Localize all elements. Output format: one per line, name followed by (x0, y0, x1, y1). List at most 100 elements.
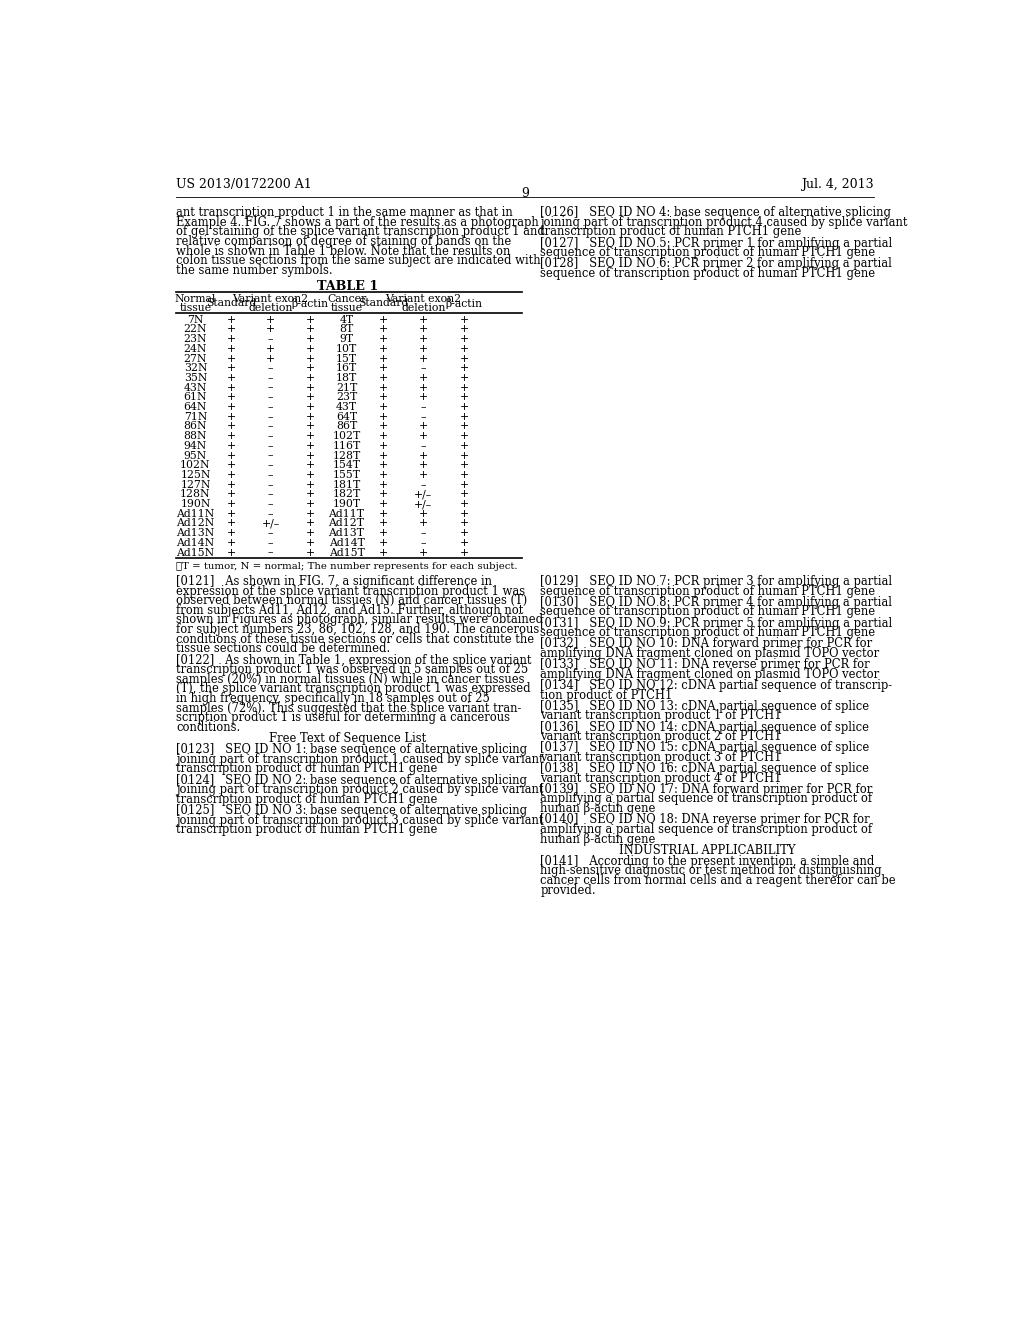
Text: whole is shown in Table 1 below. Note that the results on: whole is shown in Table 1 below. Note th… (176, 244, 510, 257)
Text: +: + (305, 412, 314, 421)
Text: +: + (379, 441, 387, 451)
Text: [0125]   SEQ ID NO 3: base sequence of alternative splicing: [0125] SEQ ID NO 3: base sequence of alt… (176, 804, 527, 817)
Text: +: + (419, 374, 428, 383)
Text: –: – (268, 383, 273, 392)
Text: from subjects Ad11, Ad12, and Ad15. Further, although not: from subjects Ad11, Ad12, and Ad15. Furt… (176, 603, 523, 616)
Text: for subject numbers 23, 86, 102, 128, and 190. The cancerous: for subject numbers 23, 86, 102, 128, an… (176, 623, 540, 636)
Text: +: + (379, 470, 387, 480)
Text: (T), the splice variant transcription product 1 was expressed: (T), the splice variant transcription pr… (176, 682, 530, 696)
Text: +: + (419, 421, 428, 432)
Text: sequence of transcription product of human PTCH1 gene: sequence of transcription product of hum… (541, 606, 876, 618)
Text: +: + (266, 343, 275, 354)
Text: INDUSTRIAL APPLICABILITY: INDUSTRIAL APPLICABILITY (618, 843, 796, 857)
Text: transcription product 1 was observed in 5 samples out of 25: transcription product 1 was observed in … (176, 663, 528, 676)
Text: Ad14N: Ad14N (176, 537, 214, 548)
Text: 155T: 155T (333, 470, 360, 480)
Text: 23N: 23N (183, 334, 207, 345)
Text: +: + (226, 325, 236, 334)
Text: +: + (379, 343, 387, 354)
Text: sequence of transcription product of human PTCH1 gene: sequence of transcription product of hum… (541, 267, 876, 280)
Text: 35N: 35N (183, 374, 207, 383)
Text: +: + (305, 432, 314, 441)
Text: +: + (379, 528, 387, 539)
Text: +: + (379, 314, 387, 325)
Text: +: + (305, 548, 314, 557)
Text: sequence of transcription product of human PTCH1 gene: sequence of transcription product of hum… (541, 585, 876, 598)
Text: +: + (379, 537, 387, 548)
Text: +: + (460, 548, 469, 557)
Text: tion product of PTCH1: tion product of PTCH1 (541, 689, 673, 701)
Text: +: + (460, 314, 469, 325)
Text: 64T: 64T (336, 412, 357, 421)
Text: 7N: 7N (187, 314, 204, 325)
Text: [0140]   SEQ ID NO 18: DNA reverse primer for PCR for: [0140] SEQ ID NO 18: DNA reverse primer … (541, 813, 870, 826)
Text: high-sensitive diagnostic or test method for distinguishing: high-sensitive diagnostic or test method… (541, 865, 882, 878)
Text: [0135]   SEQ ID NO 13: cDNA partial sequence of splice: [0135] SEQ ID NO 13: cDNA partial sequen… (541, 700, 869, 713)
Text: 16T: 16T (336, 363, 357, 374)
Text: +: + (379, 363, 387, 374)
Text: Variant exon2: Variant exon2 (385, 294, 462, 305)
Text: Variant exon2: Variant exon2 (232, 294, 308, 305)
Text: amplifying DNA fragment cloned on plasmid TOPO vector: amplifying DNA fragment cloned on plasmi… (541, 647, 880, 660)
Text: [0126]   SEQ ID NO 4: base sequence of alternative splicing: [0126] SEQ ID NO 4: base sequence of alt… (541, 206, 891, 219)
Text: 8T: 8T (339, 325, 353, 334)
Text: 190T: 190T (333, 499, 360, 510)
Text: Ad15T: Ad15T (329, 548, 365, 557)
Text: US 2013/0172200 A1: US 2013/0172200 A1 (176, 178, 311, 190)
Text: +: + (379, 403, 387, 412)
Text: +: + (460, 403, 469, 412)
Text: [0131]   SEQ ID NO 9: PCR primer 5 for amplifying a partial: [0131] SEQ ID NO 9: PCR primer 5 for amp… (541, 616, 893, 630)
Text: 190N: 190N (180, 499, 211, 510)
Text: Ad14T: Ad14T (329, 537, 365, 548)
Text: +: + (226, 392, 236, 403)
Text: +: + (226, 383, 236, 392)
Text: β-actin: β-actin (292, 298, 329, 309)
Text: +: + (460, 519, 469, 528)
Text: –: – (268, 548, 273, 557)
Text: 9T: 9T (340, 334, 353, 345)
Text: +: + (305, 383, 314, 392)
Text: +: + (379, 508, 387, 519)
Text: [0124]   SEQ ID NO 2: base sequence of alternative splicing: [0124] SEQ ID NO 2: base sequence of alt… (176, 774, 527, 787)
Text: Ad11T: Ad11T (329, 508, 365, 519)
Text: –: – (268, 334, 273, 345)
Text: +: + (305, 441, 314, 451)
Text: +: + (460, 374, 469, 383)
Text: +: + (226, 412, 236, 421)
Text: [0123]   SEQ ID NO 1: base sequence of alternative splicing: [0123] SEQ ID NO 1: base sequence of alt… (176, 743, 527, 756)
Text: transcription product of human PTCH1 gene: transcription product of human PTCH1 gen… (541, 226, 802, 239)
Text: +: + (460, 499, 469, 510)
Text: +: + (379, 374, 387, 383)
Text: [0129]   SEQ ID NO 7: PCR primer 3 for amplifying a partial: [0129] SEQ ID NO 7: PCR primer 3 for amp… (541, 576, 893, 587)
Text: +: + (226, 314, 236, 325)
Text: amplifying a partial sequence of transcription product of: amplifying a partial sequence of transcr… (541, 792, 872, 805)
Text: –: – (421, 412, 426, 421)
Text: 125N: 125N (180, 470, 211, 480)
Text: +: + (226, 461, 236, 470)
Text: amplifying DNA fragment cloned on plasmid TOPO vector: amplifying DNA fragment cloned on plasmi… (541, 668, 880, 681)
Text: +: + (305, 519, 314, 528)
Text: –: – (421, 403, 426, 412)
Text: +: + (460, 537, 469, 548)
Text: +: + (305, 461, 314, 470)
Text: +: + (379, 412, 387, 421)
Text: deletion: deletion (401, 302, 445, 313)
Text: –: – (421, 528, 426, 539)
Text: +: + (305, 334, 314, 345)
Text: [0132]   SEQ ID NO 10: DNA forward primer for PCR for: [0132] SEQ ID NO 10: DNA forward primer … (541, 638, 872, 651)
Text: +: + (226, 354, 236, 363)
Text: Example 4. FIG. 7 shows a part of the results as a photograph: Example 4. FIG. 7 shows a part of the re… (176, 215, 539, 228)
Text: [0134]   SEQ ID NO 12: cDNA partial sequence of transcrip-: [0134] SEQ ID NO 12: cDNA partial sequen… (541, 678, 893, 692)
Text: 102N: 102N (180, 461, 211, 470)
Text: [0137]   SEQ ID NO 15: cDNA partial sequence of splice: [0137] SEQ ID NO 15: cDNA partial sequen… (541, 742, 869, 754)
Text: +: + (226, 528, 236, 539)
Text: 15T: 15T (336, 354, 357, 363)
Text: –: – (268, 528, 273, 539)
Text: +: + (379, 325, 387, 334)
Text: 64N: 64N (183, 403, 207, 412)
Text: +: + (266, 314, 275, 325)
Text: Cancer: Cancer (327, 294, 367, 305)
Text: +: + (460, 392, 469, 403)
Text: +: + (419, 314, 428, 325)
Text: 116T: 116T (333, 441, 360, 451)
